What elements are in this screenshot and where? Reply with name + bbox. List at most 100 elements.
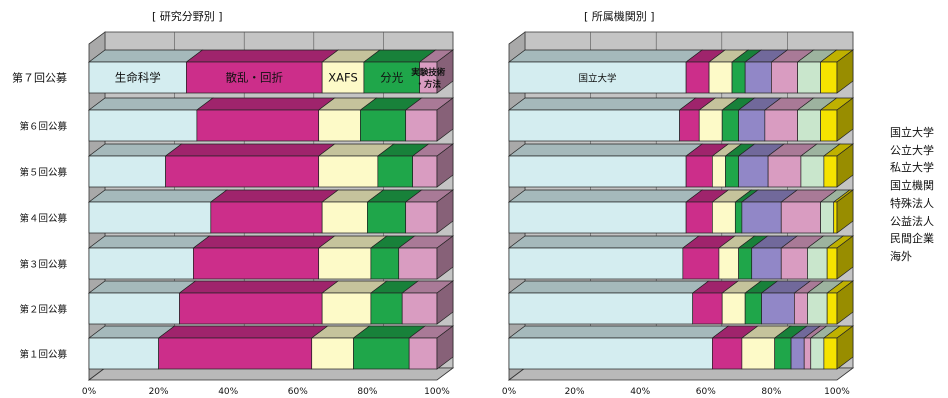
legend-item-minkan-kigyou: 民間企業	[890, 232, 934, 246]
bar-segment	[738, 109, 766, 142]
bar-segment-top	[185, 49, 340, 63]
bar-segment	[803, 337, 812, 370]
bar-segment	[820, 201, 835, 234]
bar-segment-side	[836, 235, 854, 280]
bar-segment	[165, 155, 320, 188]
bar-segment	[508, 61, 687, 94]
category-label: 第６回公募	[19, 121, 67, 133]
bar-segment-top	[507, 280, 710, 294]
bar-segment-side	[836, 325, 854, 370]
bar-segment	[820, 61, 838, 94]
bar-segment-side	[436, 235, 454, 280]
bar-segment	[360, 109, 407, 142]
category-label: 第１回公募	[19, 349, 67, 361]
bar-segment	[780, 247, 808, 280]
bar-segment-top	[178, 280, 340, 294]
bar-segment	[398, 247, 438, 280]
bar-segment-side	[436, 189, 454, 234]
x-tick-label: 100%	[824, 387, 850, 397]
bar-segment	[508, 201, 687, 234]
bar-segment	[692, 292, 723, 325]
bar-segment	[370, 247, 400, 280]
bar-segment	[682, 247, 720, 280]
bar-segment-side	[836, 189, 854, 234]
category-label: 第２回公募	[19, 304, 67, 316]
inline-segment-label: 生命科学	[115, 71, 161, 85]
bar-segment	[833, 201, 838, 234]
inline-segment-label: 国立大学	[579, 73, 617, 85]
bar-segment-side	[436, 280, 454, 325]
x-tick-label: 0%	[82, 387, 97, 397]
bar-segment	[698, 109, 723, 142]
legend-item-kouritsu-daigaku: 公立大学	[890, 143, 934, 157]
bar-segment	[186, 61, 323, 94]
bar-segment	[508, 337, 713, 370]
bar-segment	[88, 292, 180, 325]
inline-segment-label: ・方法	[416, 79, 442, 90]
bar-segment	[311, 337, 354, 370]
x-tick-label: 20%	[149, 387, 169, 397]
category-label: 第４回公募	[19, 213, 67, 225]
bar-segment	[405, 109, 438, 142]
bar-segment	[318, 247, 372, 280]
bar-segment	[88, 155, 166, 188]
bar-segment-top	[507, 235, 700, 249]
bar-segment	[321, 201, 368, 234]
category-label: 第５回公募	[19, 167, 67, 179]
legend-item-koueki-houjin: 公益法人	[890, 214, 934, 228]
bar-segment	[508, 247, 684, 280]
x-tick-label: 80%	[761, 387, 781, 397]
x-tick-label: 20%	[565, 387, 585, 397]
bar-segment-top	[507, 189, 704, 203]
inline-segment-label: 散乱・回折	[226, 71, 284, 85]
bar-segment	[718, 247, 739, 280]
bar-segment	[734, 201, 743, 234]
bar-segment	[774, 337, 792, 370]
bar-segment-side	[436, 97, 454, 142]
bar-segment-top	[192, 235, 336, 249]
bar-segment	[88, 201, 212, 234]
bar-segment-side	[836, 280, 854, 325]
bar-segment-top	[507, 97, 697, 111]
bar-segment-side	[836, 97, 854, 142]
bar-segment	[790, 337, 805, 370]
bar-segment-top	[164, 143, 336, 157]
bar-segment	[712, 337, 743, 370]
legend-item-kaigai: 海外	[890, 249, 912, 263]
bar-segment-side	[436, 143, 454, 188]
bar-segment-top	[87, 97, 214, 111]
legend-item-kokuritsu-kikan: 国立機関	[890, 179, 934, 193]
chart-title-affiliation: [ 所属機関別 ]	[584, 10, 655, 23]
chart-title-research-field: [ 研究分野別 ]	[152, 10, 223, 23]
bar-segment	[508, 109, 680, 142]
bar-segment	[508, 155, 687, 188]
bar-segment	[88, 337, 159, 370]
bar-segment	[826, 247, 838, 280]
bar-segment	[797, 61, 821, 94]
bar-segment	[823, 155, 838, 188]
bar-segment	[367, 201, 407, 234]
bar-segment-top	[87, 280, 197, 294]
bar-segment	[807, 292, 828, 325]
legend-item-kokuritsu-daigaku: 国立大学	[890, 126, 934, 139]
bar-segment	[794, 292, 808, 325]
bar-segment-side	[436, 49, 454, 94]
bar-segment	[731, 61, 746, 94]
bar-segment	[377, 155, 413, 188]
x-tick-label: 0%	[502, 387, 517, 397]
bar-segment	[800, 155, 825, 188]
bar-segment	[88, 109, 198, 142]
bar-segment	[820, 109, 838, 142]
bar-segment	[751, 247, 782, 280]
bar-segment-top	[87, 189, 228, 203]
x-tick-label: 60%	[288, 387, 308, 397]
bar-segment-side	[436, 325, 454, 370]
bar-segment	[679, 109, 700, 142]
bar-segment	[321, 61, 365, 94]
bar-segment	[712, 201, 736, 234]
inline-segment-label: 実験技術	[411, 67, 446, 78]
bar-segment	[764, 109, 798, 142]
bar-segment-top	[507, 143, 704, 157]
x-tick-label: 40%	[218, 387, 238, 397]
legend-item-shiritsu-daigaku: 私立大学	[890, 161, 934, 175]
